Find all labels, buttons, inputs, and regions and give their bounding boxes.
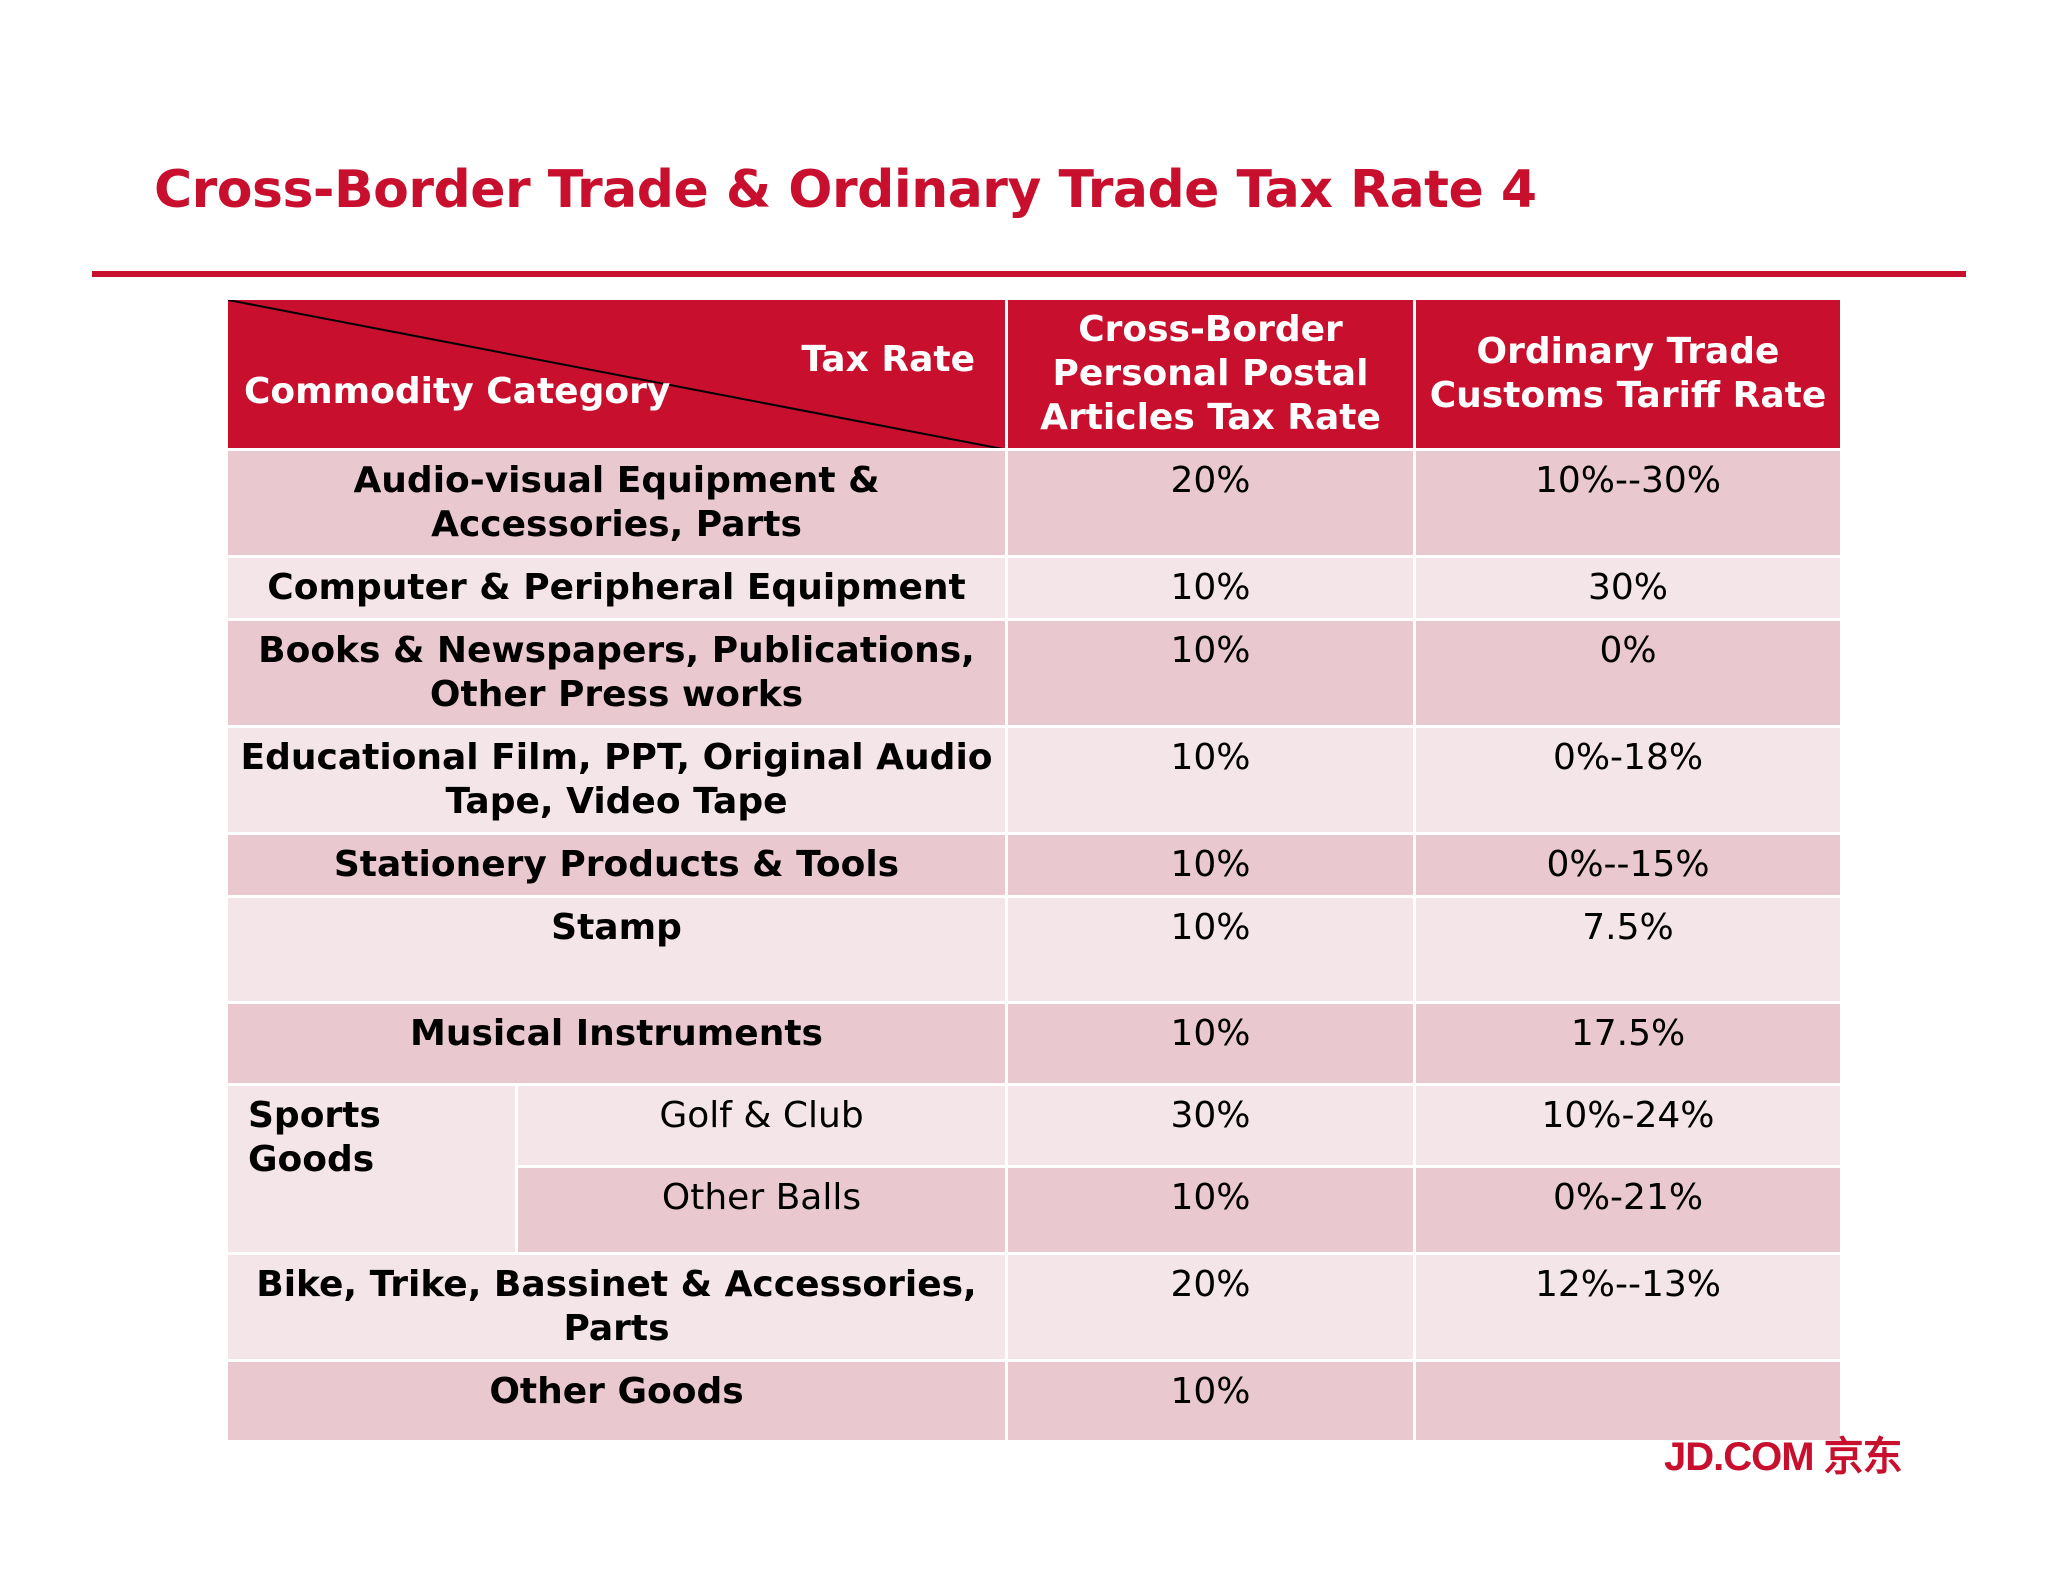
diagonal-divider [230,301,996,447]
ordinary-rate-cell: 30% [1413,555,1843,621]
cross-border-rate-cell: 10% [1005,1001,1416,1086]
table-row: Stationery Products & Tools 10% 0%--15% [225,832,1843,898]
jd-logo: JD.COM 京东 [1664,1424,1944,1488]
cross-border-rate-cell: 10% [1005,725,1416,835]
tax-rate-table: Tax Rate Commodity Category Cross-Border… [225,297,1843,1443]
jd-logo-text: JD.COM 京东 [1664,1435,1903,1479]
ordinary-rate-cell: 12%--13% [1413,1252,1843,1362]
category-cell: Bike, Trike, Bassinet & Accessories, Par… [225,1252,1008,1362]
ordinary-rate-cell: 7.5% [1413,895,1843,1004]
category-cell: Books & Newspapers, Publications, Other … [225,618,1008,728]
subcategory-cell: Golf & Club [515,1083,1008,1168]
category-cell: Stationery Products & Tools [225,832,1008,898]
table-row: Educational Film, PPT, Original Audio Ta… [225,725,1843,835]
table-row: Audio-visual Equipment & Accessories, Pa… [225,448,1843,558]
slide-title: Cross-Border Trade & Ordinary Trade Tax … [154,160,1537,220]
header-tax-rate-label: Tax Rate [801,339,975,380]
table-row: Other Balls 10% 0%-21% [227,1165,1843,1255]
table-row: Bike, Trike, Bassinet & Accessories, Par… [225,1252,1843,1362]
ordinary-rate-cell [1413,1359,1843,1443]
cross-border-rate-cell: 30% [1005,1083,1416,1168]
header-cross-border-rate: Cross-Border Personal Postal Articles Ta… [1005,297,1416,451]
category-cell: Stamp [225,895,1008,1004]
table-row: Musical Instruments 10% 17.5% [225,1001,1843,1086]
ordinary-rate-cell: 0% [1413,618,1843,728]
table-row: Stamp 10% 7.5% [225,895,1843,1004]
header-commodity-category-label: Commodity Category [244,371,671,412]
table-header-row: Tax Rate Commodity Category Cross-Border… [225,297,1843,451]
cross-border-rate-cell: 10% [1005,555,1416,621]
category-cell: Educational Film, PPT, Original Audio Ta… [225,725,1008,835]
cross-border-rate-cell: 20% [1005,1252,1416,1362]
header-ordinary-trade-rate: Ordinary Trade Customs Tariff Rate [1413,297,1843,451]
ordinary-rate-cell: 10%--30% [1413,448,1843,558]
ordinary-rate-cell: 0%-18% [1413,725,1843,835]
cross-border-rate-cell: 10% [1005,1165,1416,1255]
cross-border-rate-cell: 10% [1005,895,1416,1004]
cross-border-rate-cell: 10% [1005,832,1416,898]
cross-border-rate-cell: 20% [1005,448,1416,558]
table-row: Other Goods 10% [225,1359,1843,1443]
ordinary-rate-cell: 10%-24% [1413,1083,1843,1168]
table-row: Books & Newspapers, Publications, Other … [225,618,1843,728]
table-row: Computer & Peripheral Equipment 10% 30% [225,555,1843,621]
ordinary-rate-cell: 0%-21% [1413,1165,1843,1255]
corner-header-cell: Tax Rate Commodity Category [225,297,1008,451]
cross-border-rate-cell: 10% [1005,618,1416,728]
category-cell: Audio-visual Equipment & Accessories, Pa… [225,448,1008,558]
category-cell: Computer & Peripheral Equipment [225,555,1008,621]
ordinary-rate-cell: 17.5% [1413,1001,1843,1086]
title-divider [92,271,1966,277]
ordinary-rate-cell: 0%--15% [1413,832,1843,898]
category-cell: Other Goods [225,1359,1008,1443]
category-cell: Musical Instruments [225,1001,1008,1086]
sports-goods-category-cell: Sports Goods [225,1083,518,1255]
cross-border-rate-cell: 10% [1005,1359,1416,1443]
table-row: Sports Goods Golf & Club 30% 10%-24% [225,1083,1843,1255]
subcategory-cell: Other Balls [515,1165,1008,1255]
